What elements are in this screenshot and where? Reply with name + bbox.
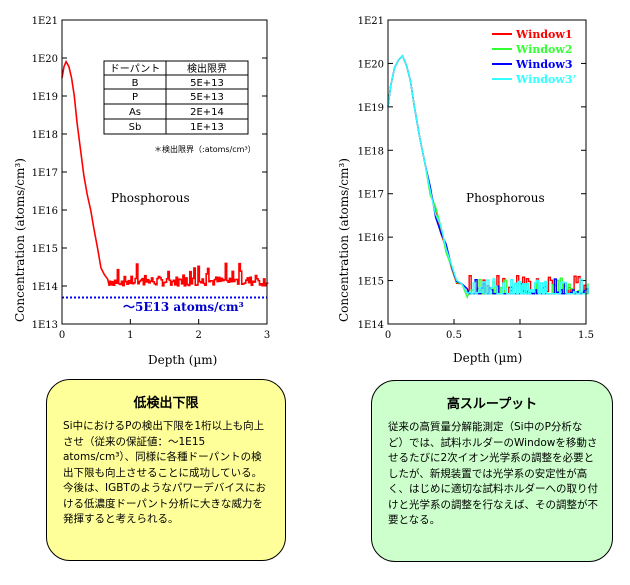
right-y-tick-label: 1E16 [358,233,384,244]
left-chart: 1E13 1E14 1E15 1E16 1E17 1E18 1E19 1E20 1E21 0 1 2 3… [13,16,270,367]
right-box-body: 従来の高質量分解能測定（Si中のP分析など）では、試料ホルダーのWindowを移… [388,421,598,526]
table-cell: 2E+14 [190,107,224,118]
table-cell: Sb [129,122,142,133]
right-y-tick-label: 1E17 [358,190,384,201]
right-y-tick-label: 1E20 [358,59,384,70]
legend-label: Window3 [515,58,573,71]
right-chart-frame [387,19,587,325]
left-x-tick-label: 1 [127,330,133,341]
left-x-tick-label: 0 [59,330,65,341]
left-series-line [61,59,269,287]
legend-label: Window3’ [515,73,576,86]
left-chart-plot-area [61,59,269,299]
right-y-tick-label: 1E18 [358,146,384,157]
right-series-line-2 [387,54,589,300]
left-y-tick-label: 1E20 [32,54,58,65]
right-x-axis-label: Depth (µm) [453,351,522,365]
left-box-body: Si中におけるPの検出下限を1桁以上も向上させ（従来の保証値：～1E15 ato… [63,420,267,525]
right-box-title: 高スループット [446,397,538,412]
right-y-tick-label: 1E19 [358,103,384,114]
table-header-limit: 検出限界 [187,62,227,75]
right-annotation-phosphorous: Phosphorous [466,191,545,205]
legend-label: Window2 [515,43,573,56]
right-y-tick-label: 1E21 [358,16,384,27]
left-x-tick-label: 3 [264,330,270,341]
left-y-tick-label: 1E17 [32,168,58,179]
left-y-tick-label: 1E15 [32,244,58,255]
left-summary-box: 低検出下限 Si中におけるPの検出下限を1桁以上も向上させ（従来の保証値：～1E… [46,379,286,561]
left-y-tick-label: 1E19 [32,92,58,103]
left-y-tick-label: 1E21 [32,16,58,27]
legend-label: Window1 [515,28,573,41]
table-cell: P [132,92,138,103]
left-x-tick-label: 2 [195,330,201,341]
right-x-tick-label: 1 [517,330,523,341]
table-header-dopant: ドーパント [110,63,160,75]
right-series-line-1 [387,54,589,295]
detection-limit-label: ～5E13 atoms/cm³ [123,300,244,314]
right-series-line-4 [387,54,589,295]
right-y-axis-label: Concentration (atoms/cm³) [337,158,351,322]
left-y-axis-label: Concentration (atoms/cm³) [13,158,27,322]
right-x-tick-label: 0.5 [446,330,462,341]
right-y-tick-label: 1E14 [358,320,384,331]
right-y-tick-label: 1E15 [358,277,384,288]
table-cell: 1E+13 [190,122,224,133]
table-cell: As [129,107,141,118]
right-x-tick-label: 1.5 [578,330,594,341]
right-summary-box: 高スループット 従来の高質量分解能測定（Si中のP分析など）では、試料ホルダーの… [371,380,613,562]
table-cell: 5E+13 [190,78,224,89]
left-x-axis-label: Depth (µm) [148,353,217,367]
left-y-tick-label: 1E13 [32,320,58,331]
figure-canvas: 1E13 1E14 1E15 1E16 1E17 1E18 1E19 1E20 1E21 0 1 2 3… [13,16,594,367]
left-annotation-phosphorous: Phosphorous [111,191,190,205]
table-cell: 5E+13 [190,92,224,103]
left-y-tick-label: 1E16 [32,206,58,217]
left-y-tick-label: 1E18 [32,130,58,141]
right-x-tick-label: 0 [385,330,391,341]
right-series-line-3 [387,54,589,295]
table-cell: B [132,78,139,89]
left-box-title: 低検出下限 [133,396,199,411]
right-chart-plot-area [387,54,589,300]
right-chart-legend: Window1 Window2 Window3 Window3’ [492,28,576,86]
right-chart: 1E14 1E15 1E16 1E17 1E18 1E19 1E20 1E21 0 0.5 1 1.5… [337,16,594,365]
table-note: ＊検出限界（:atoms/cm³） [154,144,256,154]
left-y-tick-label: 1E14 [32,282,58,293]
left-chart-frame [61,19,268,325]
dopant-detection-table: ドーパント 検出限界 B 5E+13 P 5E+13 As 2E+14 Sb 1… [103,60,249,135]
